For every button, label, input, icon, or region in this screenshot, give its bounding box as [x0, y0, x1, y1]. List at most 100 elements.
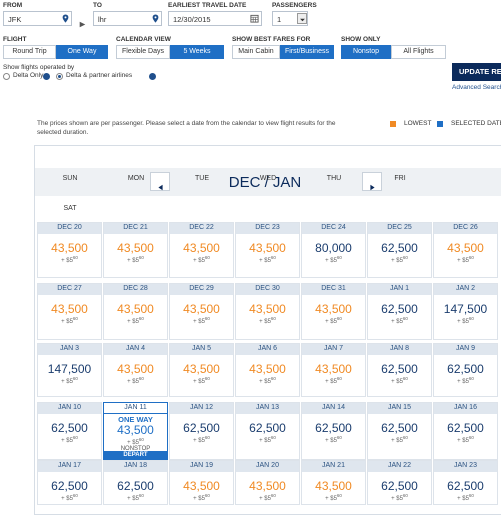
fee: + $5	[391, 319, 403, 325]
date-band	[104, 461, 167, 472]
miles-price: 43,500	[117, 302, 154, 316]
date-label: JAN 1	[389, 285, 410, 292]
date-label: DEC 31	[321, 285, 346, 292]
toggle-button[interactable]: Round Trip	[3, 45, 56, 59]
miles-price: 62,500	[381, 479, 418, 493]
fee-cents: 60	[270, 493, 276, 498]
fee-cents: 60	[72, 316, 78, 321]
day-cell[interactable]: JAN 2 147,500 + $560	[433, 283, 498, 340]
operated-label: Show flights operated by	[3, 64, 75, 71]
fee-wrap: + $560	[434, 435, 497, 444]
date-band	[170, 461, 233, 472]
prev-month[interactable]	[150, 172, 170, 191]
fee-cents: 60	[336, 435, 342, 440]
day-cell[interactable]: JAN 21 43,500 + $560	[301, 460, 366, 505]
day-cell[interactable]: JAN 20 43,500 + $560	[235, 460, 300, 505]
text-input[interactable]: 12/30/2015	[168, 11, 262, 26]
fee: + $5	[127, 379, 139, 385]
toggle-button[interactable]: Flexible Days	[116, 45, 170, 59]
toggle-button[interactable]: All Flights	[391, 45, 446, 59]
day-cell[interactable]: JAN 1 62,500 + $560	[367, 283, 432, 340]
fee-wrap: + $560	[236, 493, 299, 502]
toggle-button[interactable]: Main Cabin	[232, 45, 280, 59]
day-cell[interactable]: JAN 4 43,500 + $560	[103, 343, 168, 397]
day-cell[interactable]: DEC 29 43,500 + $560	[169, 283, 234, 340]
fee-wrap: + $560	[38, 316, 101, 325]
fee-cents: 60	[402, 376, 408, 381]
fee-wrap: + $560	[434, 376, 497, 385]
date-band	[170, 223, 233, 234]
day-cell[interactable]: DEC 26 43,500 + $560	[433, 222, 498, 278]
text-input[interactable]: JFK	[3, 11, 72, 26]
day-cell[interactable]: DEC 30 43,500 + $560	[235, 283, 300, 340]
day-cell[interactable]: JAN 8 62,500 + $560	[367, 343, 432, 397]
fee: + $5	[457, 379, 469, 385]
arrow	[299, 16, 306, 22]
day-cell[interactable]: DEC 31 43,500 + $560	[301, 283, 366, 340]
update-button[interactable]: UPDATE RE	[452, 63, 501, 81]
day-cell[interactable]: DEC 20 43,500 + $560	[37, 222, 102, 278]
pin-icon	[61, 14, 70, 23]
day-header: FRI	[394, 175, 406, 182]
text-input[interactable]: 1	[272, 11, 308, 26]
field-label: EARLIEST TRAVEL DATE	[168, 2, 247, 9]
radio[interactable]	[3, 73, 10, 80]
day-cell[interactable]: JAN 9 62,500 + $560	[433, 343, 498, 397]
day-cell[interactable]: JAN 19 43,500 + $560	[169, 460, 234, 505]
day-cell[interactable]: JAN 14 62,500 + $560	[301, 402, 366, 460]
fee-cents: 60	[270, 376, 276, 381]
next-month[interactable]	[362, 172, 382, 191]
toggle-button[interactable]: 5 Weeks	[170, 45, 224, 59]
date-label: JAN 13	[256, 404, 279, 411]
day-cell[interactable]: JAN 18 62,500 + $560	[103, 460, 168, 505]
day-cell[interactable]: JAN 7 43,500 + $560	[301, 343, 366, 397]
day-cell[interactable]: DEC 25 62,500 + $560	[367, 222, 432, 278]
date-band	[170, 344, 233, 355]
day-cell[interactable]: DEC 27 43,500 + $560	[37, 283, 102, 340]
text-input[interactable]: lhr	[93, 11, 162, 26]
advanced-search-link[interactable]: Advanced Search	[452, 84, 501, 91]
day-cell[interactable]: DEC 23 43,500 + $560	[235, 222, 300, 278]
date-band	[170, 403, 233, 414]
date-band	[368, 284, 431, 295]
day-cell[interactable]: JAN 10 62,500 + $560	[37, 402, 102, 460]
toggle-button[interactable]: Nonstop	[341, 45, 391, 59]
arrow	[369, 178, 376, 191]
day-header: TUE	[195, 175, 209, 182]
date-band	[368, 223, 431, 234]
fee-cents: 60	[468, 493, 474, 498]
date-band	[170, 284, 233, 295]
day-cell[interactable]: JAN 5 43,500 + $560	[169, 343, 234, 397]
day-cell[interactable]: JAN 12 62,500 + $560	[169, 402, 234, 460]
day-cell[interactable]: JAN 15 62,500 + $560	[367, 402, 432, 460]
day-cell[interactable]: DEC 22 43,500 + $560	[169, 222, 234, 278]
day-cell[interactable]: JAN 23 62,500 + $560	[433, 460, 498, 505]
day-cell[interactable]: JAN 11 ONE WAY 43,500 + $560 NONSTOP DEPART	[103, 402, 168, 460]
fee-cents: 60	[204, 255, 210, 260]
day-cell[interactable]: JAN 16 62,500 + $560	[433, 402, 498, 460]
day-cell[interactable]: JAN 22 62,500 + $560	[367, 460, 432, 505]
day-cell[interactable]: JAN 13 62,500 + $560	[235, 402, 300, 460]
fee-wrap: + $560	[104, 493, 167, 502]
day-cell[interactable]: DEC 28 43,500 + $560	[103, 283, 168, 340]
day-cell[interactable]: JAN 6 43,500 + $560	[235, 343, 300, 397]
fee-wrap: + $560	[170, 493, 233, 502]
day-cell[interactable]: JAN 17 62,500 + $560	[37, 460, 102, 505]
day-cell[interactable]: DEC 24 80,000 + $560	[301, 222, 366, 278]
radio[interactable]	[56, 73, 63, 80]
miles-price: 43,500	[447, 241, 484, 255]
date-label: JAN 20	[256, 462, 279, 469]
field-label: PASSENGERS	[272, 2, 317, 9]
date-label: JAN 6	[257, 345, 278, 352]
toggle-button[interactable]: First/Business	[280, 45, 334, 59]
toggle-button[interactable]: One Way	[56, 45, 108, 59]
fee: + $5	[259, 379, 271, 385]
day-header: THU	[326, 175, 342, 182]
date-label: JAN 18	[124, 462, 147, 469]
miles-price: 43,500	[183, 362, 220, 376]
help-icon	[149, 73, 156, 80]
day-cell[interactable]: JAN 3 147,500 + $560	[37, 343, 102, 397]
fee: + $5	[325, 258, 337, 264]
fee: + $5	[61, 258, 73, 264]
day-cell[interactable]: DEC 21 43,500 + $560	[103, 222, 168, 278]
